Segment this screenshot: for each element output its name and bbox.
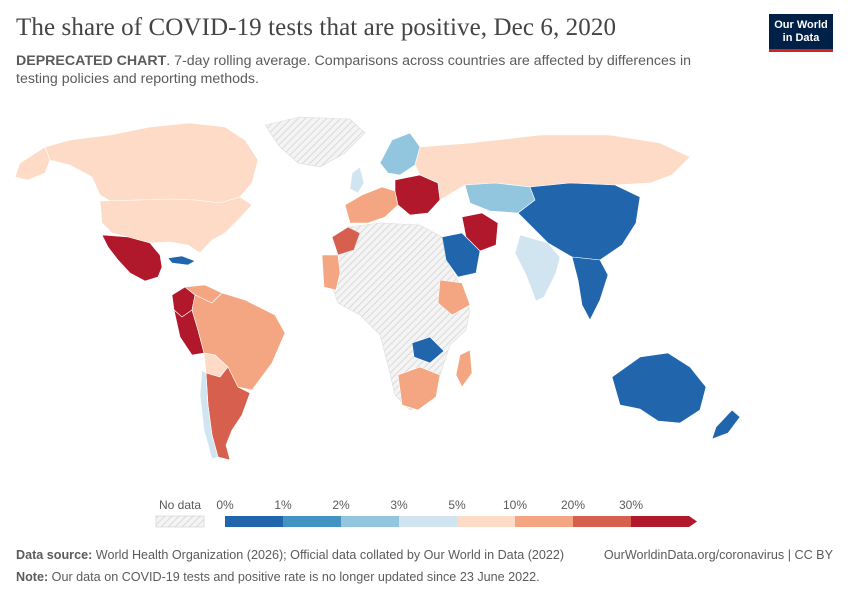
legend-bin-3[interactable] (399, 516, 457, 527)
region-south-africa[interactable] (397, 366, 441, 411)
region-zambia[interactable] (411, 336, 445, 364)
region-madagascar[interactable] (455, 349, 473, 388)
region-brazil[interactable] (191, 292, 286, 391)
footer-note-text: Our data on COVID-19 tests and positive … (48, 570, 540, 584)
region-chile[interactable] (199, 369, 219, 460)
footer-note-label: Note: (16, 570, 49, 584)
footer-source: Data source: World Health Organization (… (16, 548, 564, 562)
legend-tick-label: 30% (619, 498, 643, 512)
logo-line-1: Our World (774, 19, 828, 31)
footer-source-label: Data source: (16, 548, 93, 562)
chart-subtitle: DEPRECATED CHART. 7-day rolling average.… (16, 52, 736, 88)
region-mexico[interactable] (101, 234, 163, 282)
legend-no-data-label: No data (159, 498, 201, 512)
region-india[interactable] (514, 234, 561, 302)
legend-tick-label: 3% (390, 498, 408, 512)
region-southeast-asia[interactable] (571, 256, 609, 321)
owid-logo[interactable]: Our World in Data (769, 14, 833, 52)
footer-note: Note: Our data on COVID-19 tests and pos… (16, 570, 540, 584)
legend-tick-label: 2% (332, 498, 350, 512)
world-map (14, 116, 741, 461)
region-greenland[interactable] (264, 116, 366, 168)
legend-tick-label: 1% (274, 498, 292, 512)
footer-source-text: World Health Organization (2026); Offici… (92, 548, 565, 562)
legend-tick-label: 20% (561, 498, 585, 512)
subtitle-deprecated-label: DEPRECATED CHART (16, 53, 167, 69)
legend-tick-label: 10% (503, 498, 527, 512)
subtitle-text: . 7-day rolling average. Comparisons acr… (16, 53, 691, 87)
chart-title: The share of COVID-19 tests that are pos… (16, 14, 617, 41)
region-new-zealand[interactable] (711, 409, 741, 440)
legend-bin-6[interactable] (573, 516, 631, 527)
footer-url-link[interactable]: OurWorldinData.org/coronavirus | CC BY (603, 548, 833, 562)
legend-bin-7[interactable] (631, 516, 689, 527)
region-uk[interactable] (349, 166, 365, 194)
region-cuba[interactable] (167, 255, 196, 266)
legend-bin-0[interactable] (225, 516, 283, 527)
region-usa[interactable] (99, 196, 253, 254)
legend-bin-5[interactable] (515, 516, 573, 527)
logo-line-2: in Data (782, 32, 820, 44)
region-australia[interactable] (611, 352, 707, 424)
region-ethiopia[interactable] (437, 279, 471, 316)
legend-bin-1[interactable] (283, 516, 341, 527)
legend-tick-label: 0% (216, 498, 234, 512)
legend: No data 0% 1% 2% 3% 5% 10% 20% 30% (155, 498, 697, 528)
region-western-europe[interactable] (344, 186, 399, 224)
region-scandinavia[interactable] (379, 132, 421, 176)
legend-arrow-tip (689, 516, 697, 527)
legend-tick-label: 5% (448, 498, 466, 512)
legend-no-data-swatch (155, 515, 205, 528)
region-alaska[interactable] (14, 146, 51, 181)
region-canada[interactable] (44, 122, 259, 204)
region-west-africa[interactable] (321, 254, 341, 291)
legend-bin-4[interactable] (457, 516, 515, 527)
legend-color-bins: 0% 1% 2% 3% 5% 10% 20% 30% (216, 498, 697, 527)
legend-bin-2[interactable] (341, 516, 399, 527)
